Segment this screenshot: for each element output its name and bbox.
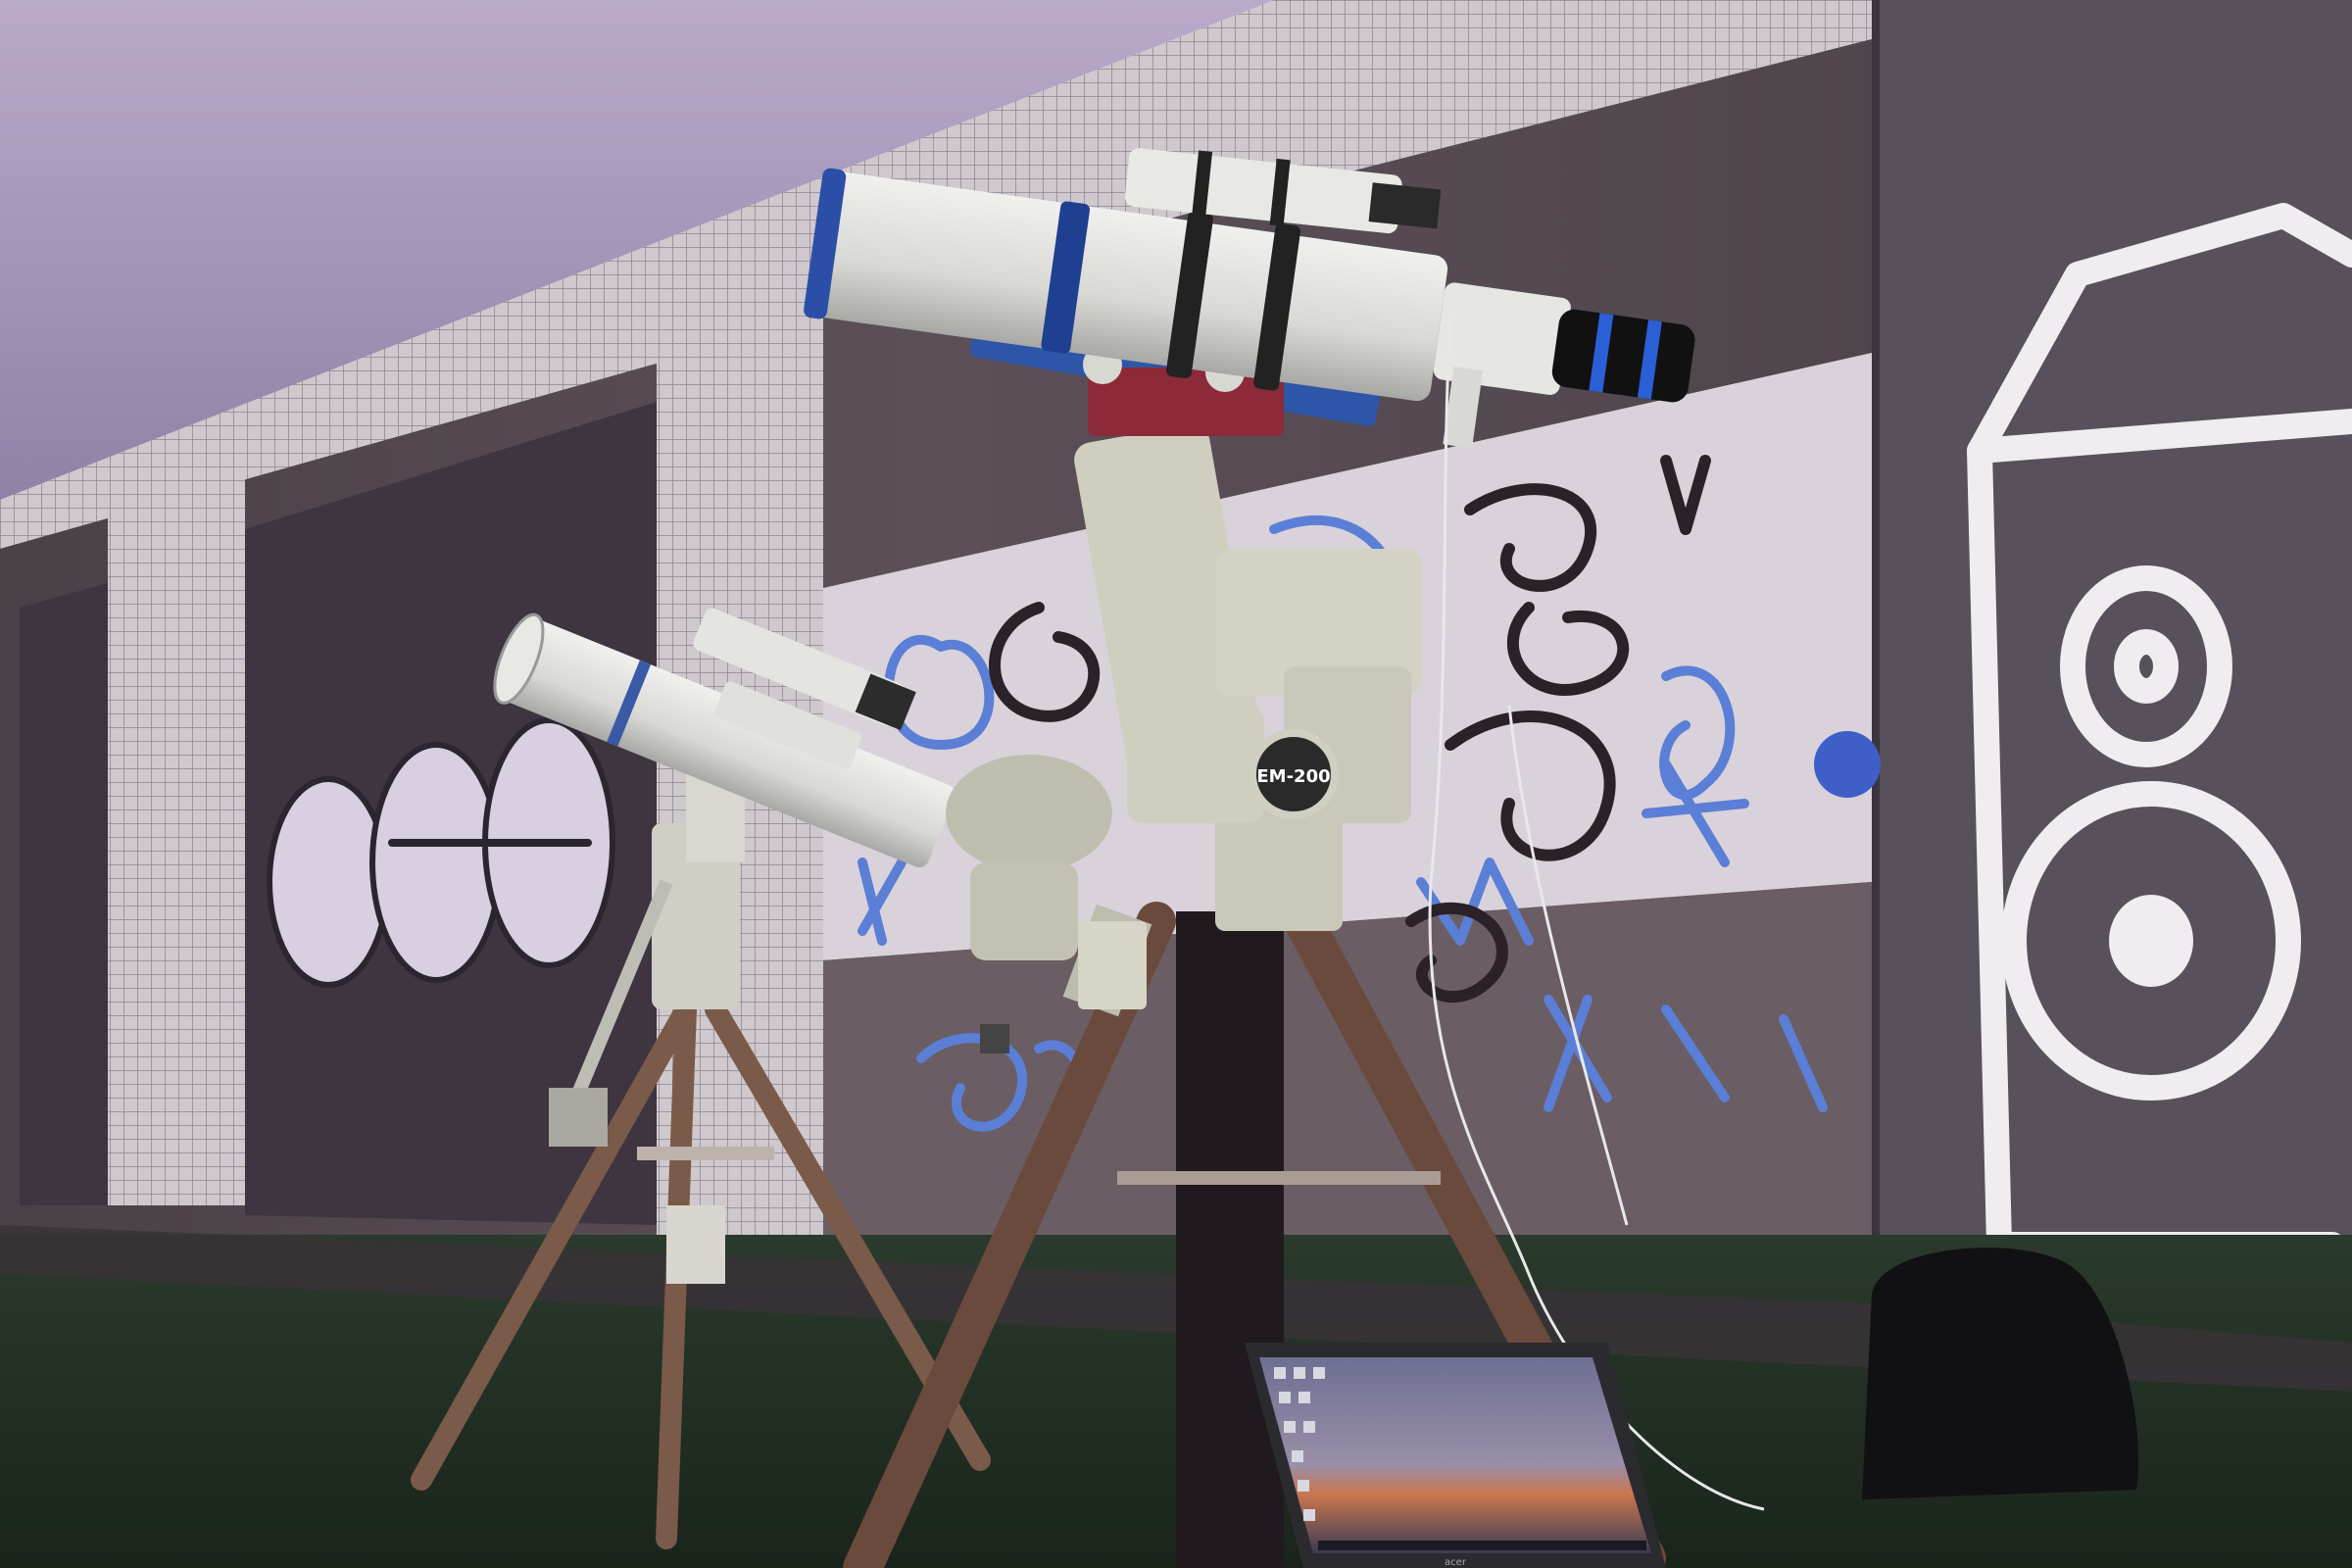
laptop-screen: [1259, 1357, 1651, 1553]
dew-shield-blue-band: [804, 168, 847, 319]
taskbar: [1318, 1541, 1646, 1550]
power-box: [1078, 921, 1147, 1009]
graffiti-speaker-painting: [1967, 203, 2352, 1257]
graffiti-bubble-letters: [267, 717, 615, 988]
small-finder-scope: [693, 608, 906, 726]
laptop: acer: [1245, 1343, 1666, 1568]
small-mount: [652, 823, 740, 1009]
em200-mount-body: [1215, 549, 1421, 696]
small-telescope-tube: [500, 618, 956, 868]
laptop-brand-label: acer: [1445, 1557, 1467, 1568]
refractor-tube: [809, 172, 1448, 402]
mount-model-label: EM-200: [1256, 766, 1330, 787]
desktop-icons: [1274, 1367, 1325, 1521]
backpack: [1862, 1248, 2138, 1499]
pillar-left: [108, 470, 245, 1205]
graffiti-blue-spot: [1814, 731, 1881, 798]
graffiti: [267, 203, 2352, 1257]
graffiti-dark-tags: [989, 455, 1711, 1004]
tripod-tray: [1117, 1171, 1441, 1185]
